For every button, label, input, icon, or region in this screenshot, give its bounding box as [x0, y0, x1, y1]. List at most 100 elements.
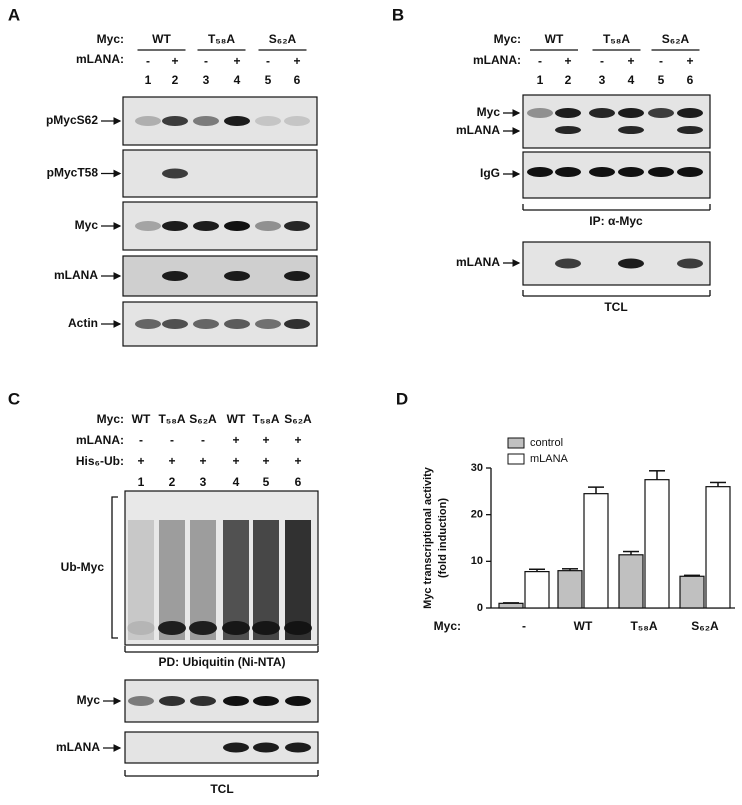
- mlana-sign: +: [171, 54, 178, 68]
- band: [189, 621, 217, 635]
- blot: [122, 149, 318, 198]
- header-cell: +: [232, 454, 239, 468]
- group-label: WT: [152, 32, 171, 46]
- band: [252, 621, 280, 635]
- mlana-sign: -: [146, 54, 150, 68]
- blot-label: mLANA: [456, 255, 500, 269]
- header-cell: +: [262, 454, 269, 468]
- blot-label: Actin: [68, 316, 98, 330]
- smear: [223, 520, 249, 640]
- row-label: mLANA:: [76, 433, 124, 447]
- band: [677, 258, 703, 269]
- blot: [522, 94, 711, 149]
- band: [527, 167, 553, 177]
- panel-letter: B: [392, 5, 404, 24]
- header-cell: WT: [227, 412, 246, 426]
- header-cell: +: [199, 454, 206, 468]
- x-axis-label: Myc:: [434, 619, 461, 633]
- bar: [679, 575, 705, 609]
- blot: [122, 96, 318, 146]
- band: [193, 221, 219, 231]
- smear: [128, 520, 154, 640]
- y-axis-label: (fold induction): [437, 498, 449, 578]
- row-label: Myc:: [97, 412, 124, 426]
- blot-label: mLANA: [456, 123, 500, 137]
- band: [555, 258, 581, 269]
- band: [284, 319, 310, 329]
- lane-number: 4: [233, 475, 240, 489]
- band: [648, 167, 674, 177]
- panel-letter: A: [8, 5, 20, 24]
- header-cell: +: [294, 454, 301, 468]
- band: [677, 126, 703, 134]
- blot: [522, 151, 711, 199]
- band: [223, 696, 249, 706]
- lane-number: 5: [265, 73, 272, 87]
- band: [158, 621, 186, 635]
- panel-letter: D: [396, 389, 408, 408]
- lane-number: 4: [234, 73, 241, 87]
- row-label: His₆-Ub:: [76, 454, 124, 468]
- band: [224, 319, 250, 329]
- band: [589, 167, 615, 177]
- lane-number: 3: [203, 73, 210, 87]
- row-label: mLANA:: [76, 52, 124, 66]
- bar: [524, 570, 550, 609]
- group-label: S₆₂A: [269, 32, 297, 46]
- band: [222, 621, 250, 635]
- lane-number: 6: [294, 73, 301, 87]
- band: [255, 221, 281, 231]
- group-label: T₅₈A: [603, 32, 630, 46]
- header-cell: -: [201, 433, 205, 447]
- caption: IP: α-Myc: [589, 214, 643, 228]
- lane-number: 5: [263, 475, 270, 489]
- header-cell: -: [139, 433, 143, 447]
- mlana-sign: -: [204, 54, 208, 68]
- band: [135, 319, 161, 329]
- band: [618, 108, 644, 118]
- lane-number: 2: [169, 475, 176, 489]
- band: [253, 742, 279, 753]
- band: [648, 108, 674, 118]
- lane-number: 6: [295, 475, 302, 489]
- band: [255, 319, 281, 329]
- x-tick-label: S₆₂A: [691, 619, 719, 633]
- mlana-sign: +: [564, 54, 571, 68]
- band: [255, 116, 281, 126]
- header-cell: S₆₂A: [284, 412, 312, 426]
- row-label: Myc:: [494, 32, 521, 46]
- group-label: S₆₂A: [662, 32, 690, 46]
- header-cell: WT: [132, 412, 151, 426]
- caption: PD: Ubiquitin (Ni-NTA): [158, 655, 285, 669]
- blot-label: mLANA: [56, 740, 100, 754]
- lane-number: 2: [172, 73, 179, 87]
- band: [284, 116, 310, 126]
- mlana-sign: -: [600, 54, 604, 68]
- lane-number: 1: [537, 73, 544, 87]
- mlana-sign: -: [659, 54, 663, 68]
- header-cell: +: [137, 454, 144, 468]
- blot-label: mLANA: [54, 268, 98, 282]
- smear: [159, 520, 185, 640]
- mlana-sign: +: [686, 54, 693, 68]
- lane-number: 4: [628, 73, 635, 87]
- smear: [190, 520, 216, 640]
- band: [618, 126, 644, 134]
- bar: [498, 602, 524, 609]
- band: [223, 742, 249, 753]
- bar: [705, 486, 731, 609]
- band: [285, 742, 311, 753]
- legend-swatch: [507, 453, 525, 465]
- blot-label: Myc: [75, 218, 99, 232]
- band: [162, 319, 188, 329]
- blot: [122, 255, 318, 297]
- band: [618, 258, 644, 269]
- band: [527, 108, 553, 118]
- header-cell: +: [168, 454, 175, 468]
- header-cell: T₅₈A: [158, 412, 185, 426]
- lane-number: 3: [599, 73, 606, 87]
- legend-label: mLANA: [530, 453, 569, 465]
- row-label: Myc:: [97, 32, 124, 46]
- band: [284, 621, 312, 635]
